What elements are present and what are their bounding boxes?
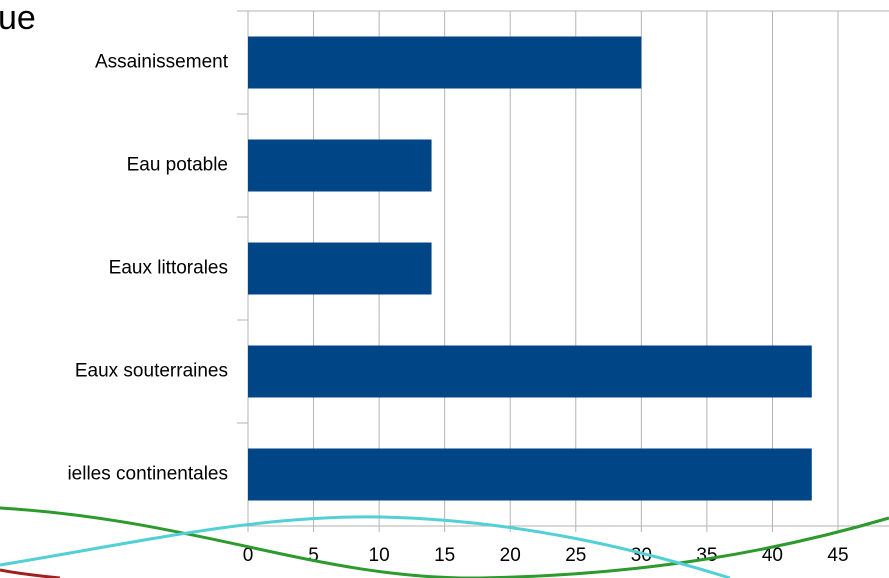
x-tick-label: 35 (696, 545, 717, 566)
y-tick-label: Eaux littorales (109, 258, 228, 279)
decoration (0, 506, 889, 578)
y-tick-label: Eaux souterraines (75, 361, 228, 382)
x-tick-label: 40 (762, 545, 783, 566)
bar (248, 448, 812, 501)
bar (248, 139, 432, 192)
x-tick-label: 15 (434, 545, 455, 566)
bar (248, 242, 432, 295)
y-tick-label: ielles continentales (67, 464, 228, 485)
wave-green (0, 506, 889, 578)
y-tick-label: Eau potable (127, 155, 228, 176)
x-tick-label: 45 (827, 545, 848, 566)
x-tick-label: 25 (565, 545, 586, 566)
chart-title: ue (0, 0, 36, 37)
wave-cyan (0, 515, 731, 578)
wave-red (0, 568, 61, 578)
x-tick-label: 10 (369, 545, 390, 566)
x-tick-label: 5 (308, 545, 319, 566)
x-tick-label: 20 (500, 545, 521, 566)
x-tick-label: 0 (243, 545, 254, 566)
bar (248, 36, 642, 89)
bar (248, 345, 812, 398)
y-tick-label: Assainissement (95, 52, 229, 73)
